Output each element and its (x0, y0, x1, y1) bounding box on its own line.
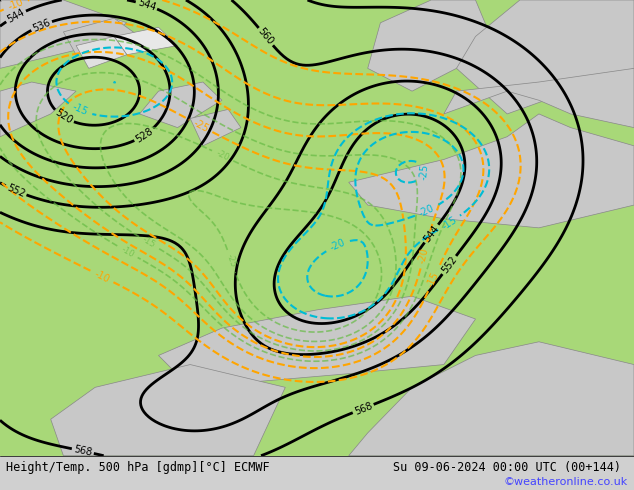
Polygon shape (0, 0, 127, 69)
Polygon shape (63, 18, 139, 55)
Text: -25: -25 (418, 163, 430, 180)
Text: Height/Temp. 500 hPa [gdmp][°C] ECMWF: Height/Temp. 500 hPa [gdmp][°C] ECMWF (6, 461, 270, 474)
Text: -15: -15 (425, 270, 441, 289)
Text: 568: 568 (353, 400, 373, 416)
Text: -25: -25 (225, 253, 238, 269)
Text: 544: 544 (136, 0, 157, 13)
Polygon shape (349, 342, 634, 456)
Polygon shape (158, 296, 476, 387)
Polygon shape (368, 0, 495, 91)
Text: ©weatheronline.co.uk: ©weatheronline.co.uk (503, 477, 628, 487)
Text: -20: -20 (418, 203, 436, 219)
Polygon shape (114, 27, 178, 55)
FancyBboxPatch shape (0, 0, 634, 456)
Polygon shape (456, 0, 634, 114)
Text: 568: 568 (73, 444, 93, 458)
Text: -20: -20 (328, 238, 347, 253)
Polygon shape (51, 365, 285, 456)
Text: -20: -20 (417, 247, 430, 265)
Polygon shape (76, 36, 127, 69)
Polygon shape (349, 114, 634, 228)
Text: -20: -20 (215, 149, 231, 163)
Text: -25: -25 (191, 118, 210, 134)
Text: Su 09-06-2024 00:00 UTC (00+144): Su 09-06-2024 00:00 UTC (00+144) (393, 461, 621, 474)
Text: -10: -10 (93, 269, 111, 284)
Text: 528: 528 (134, 126, 155, 145)
Polygon shape (190, 109, 241, 146)
Text: -15: -15 (71, 102, 89, 118)
Text: 552: 552 (5, 182, 27, 199)
Polygon shape (139, 82, 222, 127)
Text: -15: -15 (440, 215, 458, 231)
Text: -10: -10 (119, 245, 136, 259)
Text: 536: 536 (31, 17, 52, 34)
Text: 520: 520 (53, 108, 74, 126)
Text: -15: -15 (141, 235, 157, 250)
Text: 560: 560 (256, 26, 276, 47)
Polygon shape (0, 82, 76, 137)
Text: -10: -10 (6, 0, 25, 12)
Text: 544: 544 (422, 223, 441, 244)
Polygon shape (444, 69, 634, 127)
Text: 552: 552 (439, 254, 459, 275)
Text: 544: 544 (5, 7, 27, 25)
